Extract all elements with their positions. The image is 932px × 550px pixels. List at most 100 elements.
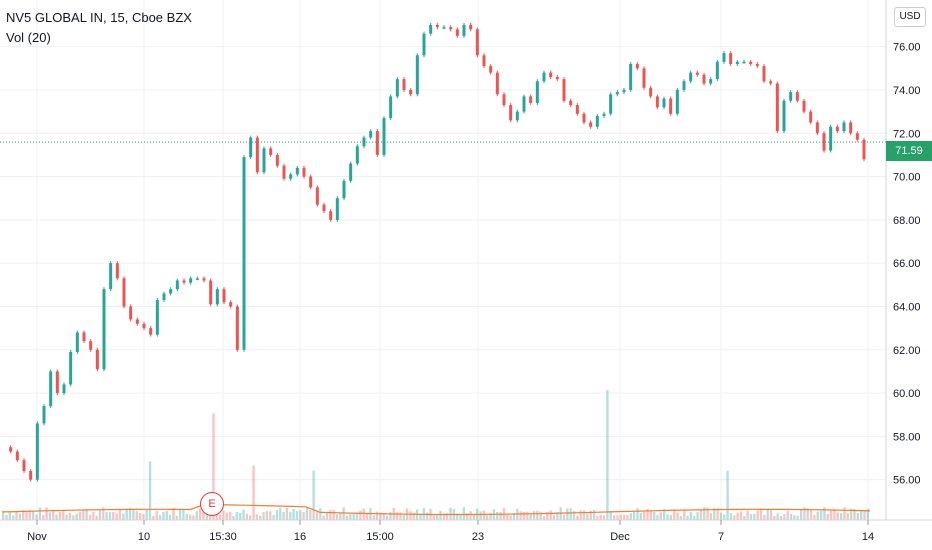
candle-body	[495, 72, 499, 95]
volume-bar	[843, 507, 846, 520]
volume-layer	[2, 390, 869, 520]
volume-bar	[175, 515, 178, 520]
volume-bar	[846, 513, 849, 520]
candle-body	[395, 79, 399, 97]
volume-bar	[85, 509, 88, 520]
candle-body	[355, 146, 359, 164]
candle-body	[269, 148, 273, 155]
x-tick-label: Nov	[27, 531, 47, 543]
candle-body	[415, 55, 419, 95]
volume-bar	[32, 511, 35, 520]
volume-bar	[75, 513, 78, 520]
candle-body	[402, 79, 406, 90]
volume-bar	[826, 514, 829, 520]
volume-bar	[769, 510, 773, 520]
volume-bar	[128, 507, 132, 520]
volume-bar	[816, 511, 819, 520]
volume-bar	[592, 509, 596, 520]
candle-body	[849, 122, 853, 134]
volume-bar	[589, 510, 592, 520]
volume-bar	[82, 510, 85, 520]
candle-body	[249, 137, 253, 158]
y-tick-label: 76.00	[893, 42, 921, 54]
volume-bar	[108, 512, 112, 520]
volume-bar	[793, 515, 796, 520]
volume-bar	[145, 509, 148, 520]
candle-body	[455, 29, 459, 36]
candle-body	[55, 371, 59, 394]
y-tick-label: 58.00	[893, 431, 921, 443]
candle-body	[182, 280, 186, 283]
volume-bar	[486, 515, 489, 520]
volume-bar	[606, 390, 609, 520]
volume-bar	[756, 510, 759, 520]
volume-bar	[819, 510, 823, 520]
candle-body	[382, 118, 386, 155]
volume-bar	[716, 508, 719, 520]
volume-bar	[496, 512, 499, 520]
volume-bar	[773, 515, 776, 520]
volume-bar	[509, 515, 512, 520]
candle-body	[842, 122, 846, 132]
y-tick-label: 60.00	[893, 388, 921, 400]
volume-bar	[833, 508, 836, 520]
candle-body	[515, 111, 519, 121]
candle-body	[569, 100, 573, 106]
candle-body	[155, 299, 159, 335]
grid-layer	[0, 0, 886, 520]
volume-bar	[208, 515, 212, 520]
volume-bar	[302, 512, 305, 520]
candle-body	[102, 289, 106, 370]
volume-bar	[472, 514, 476, 520]
candle-body	[582, 113, 586, 123]
volume-bar	[706, 507, 709, 520]
candle-body	[389, 96, 393, 119]
volume-bar	[519, 511, 522, 520]
candle-body	[142, 323, 146, 329]
y-tick-label: 56.00	[893, 475, 921, 487]
volume-bar	[135, 511, 138, 520]
candle-body	[769, 81, 773, 84]
volume-bar	[556, 512, 559, 520]
volume-bar	[726, 470, 729, 520]
volume-bar	[212, 413, 215, 520]
candle-body	[469, 24, 473, 30]
volume-bar	[532, 510, 536, 520]
candle-body	[762, 66, 766, 82]
candle-body	[742, 61, 746, 64]
x-tick-label: 16	[294, 531, 306, 543]
volume-bar	[799, 509, 803, 520]
candle-body	[222, 289, 226, 303]
volume-bar	[389, 511, 392, 520]
volume-bar	[38, 507, 42, 520]
volume-bar	[649, 510, 652, 520]
volume-bar	[45, 507, 48, 520]
volume-indicator-label[interactable]: Vol (20)	[6, 30, 51, 45]
candle-body	[262, 148, 266, 173]
volume-bar	[659, 512, 663, 520]
volume-bar	[125, 508, 128, 520]
volume-bar	[512, 512, 516, 520]
volume-bar	[803, 507, 806, 520]
volume-bar	[242, 509, 245, 520]
volume-bar	[673, 509, 676, 520]
symbol-title[interactable]: NV5 GLOBAL IN, 15, Cboe BZX	[6, 10, 192, 25]
candle-body	[22, 460, 26, 472]
candle-body	[29, 471, 33, 480]
candle-body	[69, 351, 73, 385]
price-axis[interactable]: 76.00 74.00 72.00 70.00 68.00 66.00 64.00 62.00…	[893, 42, 921, 487]
candle-body	[129, 306, 133, 320]
candle-body	[255, 137, 259, 173]
currency-badge[interactable]: USD	[894, 7, 926, 27]
volume-bar	[402, 514, 405, 520]
last-price-tag: 71.59	[886, 141, 932, 161]
earnings-marker[interactable]: E	[200, 492, 224, 516]
time-axis[interactable]: Nov 10 15:30 16 15:00 23 Dec 7 14	[27, 520, 874, 543]
candle-body	[109, 263, 113, 290]
candle-body	[289, 174, 293, 179]
candle-body	[435, 24, 439, 28]
volume-bar	[219, 514, 222, 520]
volume-bar	[576, 515, 579, 520]
candle-body	[122, 278, 126, 307]
volume-bar	[399, 512, 402, 520]
